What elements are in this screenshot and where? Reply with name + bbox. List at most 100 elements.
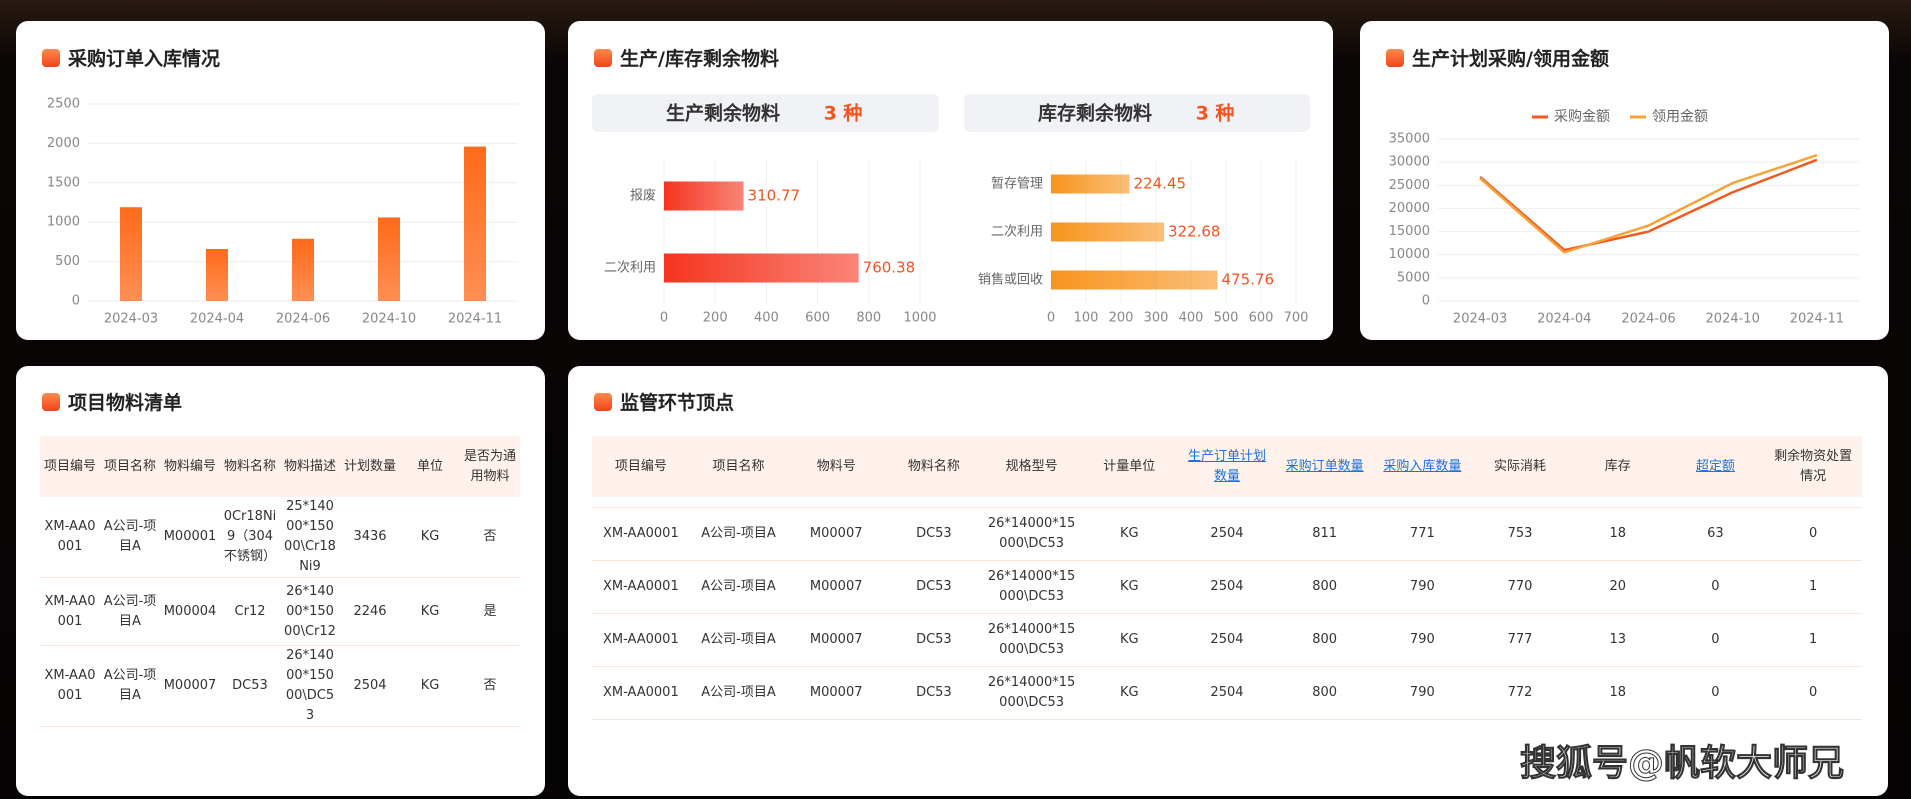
table-row: XM-AA0001 A公司-项目A M00001 0Cr18Ni9（304不锈钢） 25… <box>40 497 520 578</box>
table-cell: M00007 <box>787 613 886 667</box>
table-cell: KG <box>400 645 460 727</box>
spacer-row <box>592 497 1862 508</box>
table-cell: 811 <box>1275 507 1374 561</box>
table-cell: 2246 <box>340 577 400 646</box>
table-cell: 772 <box>1471 666 1569 720</box>
table-cell: DC53 <box>885 560 983 614</box>
table-cell: 2504 <box>1178 560 1276 614</box>
header-cell[interactable]: 超定额 <box>1666 436 1765 497</box>
category-label: 销售或回收 <box>978 272 1043 288</box>
header-count: 3 种 <box>1196 103 1235 125</box>
line-series <box>1479 158 1818 252</box>
panel <box>1360 21 1889 340</box>
x-tick-label: 600 <box>1249 311 1274 326</box>
header-cell[interactable]: 采购订单数量 <box>1275 436 1374 497</box>
category-label: 暂存管理 <box>991 177 1043 192</box>
x-tick-label: 2024-11 <box>448 312 502 327</box>
bar <box>464 146 486 301</box>
table-cell: 2504 <box>1178 666 1276 720</box>
x-tick-label: 200 <box>1109 311 1134 326</box>
header-cell: 库存 <box>1568 436 1667 497</box>
header-cell[interactable]: 生产订单计划数量 <box>1178 436 1276 497</box>
table-cell: 26*14000*15000\DC53 <box>982 560 1081 614</box>
table-cell: 26*14000*15000\Cr12 <box>280 577 340 646</box>
table-cell: 0Cr18Ni9（304不锈钢） <box>220 497 280 578</box>
y-tick-label: 1500 <box>47 175 80 190</box>
table-cell: XM-AA0001 <box>40 577 100 646</box>
table-cell: 25*14000*15000\Cr18Ni9 <box>280 497 340 578</box>
x-tick-label: 700 <box>1284 311 1309 326</box>
table-cell: 20 <box>1568 560 1667 614</box>
watermark: 搜狐号@帆软大师兄 <box>1519 743 1845 785</box>
x-tick-label: 2024-03 <box>104 312 158 327</box>
table-row: XM-AA0001 A公司-项目A M00007 DC53 26*14000*15000… <box>592 613 1862 667</box>
y-tick-label: 20000 <box>1389 201 1430 216</box>
table-cell: 0 <box>1666 613 1765 667</box>
table-cell: 0 <box>1764 507 1862 561</box>
header-cell: 规格型号 <box>982 436 1081 497</box>
header-cell: 项目名称 <box>100 436 160 497</box>
table-cell: 777 <box>1471 613 1569 667</box>
header-cell: 项目编号 <box>40 436 100 497</box>
table-cell: 18 <box>1568 507 1667 561</box>
table-cell: M00007 <box>787 666 886 720</box>
table-cell: XM-AA0001 <box>592 507 690 561</box>
header-title: 生产剩余物料 <box>666 102 780 125</box>
table-cell: Cr12 <box>220 577 280 646</box>
panel-title: 监管环节顶点 <box>594 388 734 415</box>
x-tick-label: 400 <box>1179 311 1204 326</box>
table-cell: M00007 <box>160 645 220 727</box>
x-tick-label: 300 <box>1144 311 1169 326</box>
table-cell: KG <box>400 577 460 646</box>
header-cell: 是否为通用物料 <box>460 436 520 497</box>
table-cell: 1 <box>1764 560 1862 614</box>
table-cell: 800 <box>1275 560 1374 614</box>
value-label: 475.76 <box>1222 271 1275 289</box>
table-cell: 790 <box>1373 560 1472 614</box>
table-cell: 26*14000*15000\DC53 <box>982 666 1081 720</box>
header-cell: 剩余物资处置情况 <box>1764 436 1862 497</box>
table-cell: XM-AA0001 <box>592 666 690 720</box>
x-tick-label: 2024-10 <box>1706 312 1760 327</box>
x-tick-label: 2024-03 <box>1453 312 1507 327</box>
legend-label: 领用金额 <box>1652 109 1708 125</box>
material-table: 项目编号 项目名称 物料编号 物料名称 物料描述 计划数量 单位 是否为通用物料 XM-AA00… <box>40 436 520 727</box>
line-series <box>1479 154 1818 254</box>
table-cell: 0 <box>1666 560 1765 614</box>
y-tick-label: 0 <box>1422 294 1430 309</box>
y-tick-label: 2500 <box>47 97 80 112</box>
header-cell[interactable]: 采购入库数量 <box>1373 436 1472 497</box>
table-cell: 26*14000*15000\DC53 <box>982 613 1081 667</box>
x-tick-label: 100 <box>1074 311 1099 326</box>
header-cell: 实际消耗 <box>1471 436 1569 497</box>
header-count: 3 种 <box>824 103 863 125</box>
bar <box>1051 174 1130 194</box>
header-box <box>592 94 939 132</box>
value-label: 310.77 <box>748 187 801 205</box>
table-cell: M00007 <box>787 560 886 614</box>
table-cell: M00001 <box>160 497 220 578</box>
table-row: XM-AA0001 A公司-项目A M00004 Cr12 26*14000*15000… <box>40 577 520 646</box>
table-cell: DC53 <box>885 613 983 667</box>
header-row: 项目编号 项目名称 物料号 物料名称 规格型号 计量单位 生产订单计划数量 采购订单数量 采购入… <box>592 436 1862 497</box>
y-tick-label: 1000 <box>47 215 80 230</box>
table-cell: 753 <box>1471 507 1569 561</box>
table-cell: DC53 <box>885 507 983 561</box>
table-cell: 770 <box>1471 560 1569 614</box>
supervision-table: 项目编号 项目名称 物料号 物料名称 规格型号 计量单位 生产订单计划数量 采购订单数量 采购入… <box>592 436 1862 720</box>
x-tick-label: 800 <box>856 311 881 326</box>
table-cell: 13 <box>1568 613 1667 667</box>
table-cell: 26*14000*15000\DC53 <box>280 645 340 727</box>
table-cell: DC53 <box>885 666 983 720</box>
header-title: 库存剩余物料 <box>1038 102 1152 125</box>
legend-label: 采购金额 <box>1554 109 1610 125</box>
panel-title: 生产/库存剩余物料 <box>594 44 779 71</box>
table-cell: 否 <box>460 645 520 727</box>
x-tick-label: 2024-10 <box>362 312 416 327</box>
table-cell: 3436 <box>340 497 400 578</box>
header-row: 项目编号 项目名称 物料编号 物料名称 物料描述 计划数量 单位 是否为通用物料 <box>40 436 520 497</box>
header-cell: 计量单位 <box>1080 436 1179 497</box>
header-cell: 计划数量 <box>340 436 400 497</box>
bar <box>120 207 142 301</box>
y-tick-label: 0 <box>72 294 80 309</box>
